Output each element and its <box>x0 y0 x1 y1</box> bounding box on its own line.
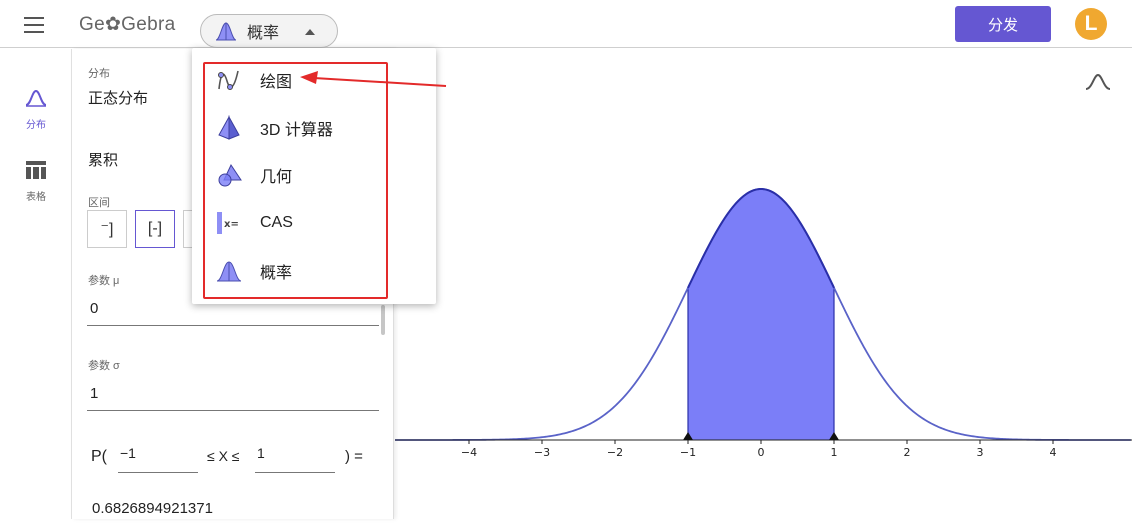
geometry-icon <box>218 163 242 187</box>
interval-two-sided-button[interactable]: [-] <box>135 210 175 248</box>
probability-prefix: P( <box>91 448 107 465</box>
app-switch-dropdown: 绘图 3D 计算器 几何 x= CAS 概率 <box>192 48 436 304</box>
lower-bound-underline <box>118 472 198 473</box>
nav-item-label: 分布 <box>26 120 46 131</box>
scrollbar[interactable] <box>381 305 385 335</box>
bell-curve-icon <box>25 89 47 107</box>
dropdown-item-graphing[interactable]: 绘图 <box>192 57 436 103</box>
normal-distribution-chart: −4 −3 −2 −1 0 1 2 3 4 <box>395 187 1132 459</box>
x-tick-label: −4 <box>461 446 477 459</box>
dropdown-item-label: 几何 <box>260 169 293 186</box>
upper-bound-underline <box>255 472 335 473</box>
dropdown-item-label: 3D 计算器 <box>260 122 333 139</box>
shaded-probability-area <box>688 189 834 440</box>
upper-bound-marker <box>829 432 839 440</box>
probability-suffix: ) = <box>345 448 363 465</box>
probability-result: 0.6826894921371 <box>92 500 213 517</box>
x-tick-label: 4 <box>1050 446 1057 459</box>
top-bar: Ge✿Gebra 概率 分发 L <box>0 0 1132 48</box>
probability-icon <box>215 22 237 41</box>
curve-style-icon[interactable] <box>1085 72 1111 92</box>
dropdown-item-label: CAS <box>260 214 293 231</box>
sigma-input[interactable]: 1 <box>90 385 99 402</box>
svg-text:x=: x= <box>224 219 239 230</box>
caret-up-icon <box>305 29 315 35</box>
lower-bound-input[interactable]: −1 <box>120 445 136 461</box>
nav-item-table[interactable]: 表格 <box>0 161 72 203</box>
x-tick-label: −1 <box>680 446 696 459</box>
nav-item-label: 表格 <box>26 192 46 203</box>
app-selector[interactable]: 概率 <box>200 14 338 48</box>
app-selector-label: 概率 <box>247 25 280 42</box>
hamburger-menu-icon[interactable] <box>24 14 46 34</box>
nav-item-distribution[interactable]: 分布 <box>0 89 72 131</box>
x-tick-label: 0 <box>758 446 765 459</box>
side-nav: 分布 表格 <box>0 49 72 519</box>
cumulative-toggle[interactable]: 累积 <box>88 152 119 169</box>
sigma-input-underline <box>87 410 379 411</box>
upper-bound-input[interactable]: 1 <box>257 445 265 461</box>
interval-label: 区间 <box>88 197 110 209</box>
x-tick-label: 3 <box>977 446 984 459</box>
density-curve-highlight <box>687 187 835 289</box>
x-tick-label: 1 <box>831 446 838 459</box>
x-tick-label: 2 <box>904 446 911 459</box>
distribution-label: 分布 <box>88 68 110 80</box>
3d-calculator-icon <box>218 115 240 140</box>
cas-icon: x= <box>217 212 239 234</box>
inequality-text: ≤ X ≤ <box>207 448 240 464</box>
table-icon <box>26 161 46 179</box>
dropdown-item-probability[interactable]: 概率 <box>192 248 436 294</box>
distribution-select[interactable]: 正态分布 <box>88 90 149 107</box>
mu-label: 参数 μ <box>88 275 120 287</box>
dropdown-item-label: 绘图 <box>260 74 293 91</box>
x-tick-label: −3 <box>534 446 550 459</box>
geogebra-logo[interactable]: Ge✿Gebra <box>79 14 176 35</box>
dropdown-item-cas[interactable]: x= CAS <box>192 200 436 246</box>
mu-input-underline <box>87 325 379 326</box>
share-button[interactable]: 分发 <box>955 6 1051 42</box>
interval-left-button[interactable]: ⁻] <box>87 210 127 248</box>
dropdown-item-label: 概率 <box>260 265 293 282</box>
lower-bound-marker <box>683 432 693 440</box>
x-tick-label: −2 <box>607 446 623 459</box>
probability-icon <box>216 261 242 282</box>
graphing-icon <box>218 70 239 90</box>
dropdown-item-3d-calculator[interactable]: 3D 计算器 <box>192 105 436 151</box>
dropdown-item-geometry[interactable]: 几何 <box>192 152 436 198</box>
sigma-label: 参数 σ <box>88 360 120 372</box>
avatar[interactable]: L <box>1075 8 1107 40</box>
graphics-view[interactable]: −4 −3 −2 −1 0 1 2 3 4 <box>395 49 1132 519</box>
mu-input[interactable]: 0 <box>90 300 99 317</box>
